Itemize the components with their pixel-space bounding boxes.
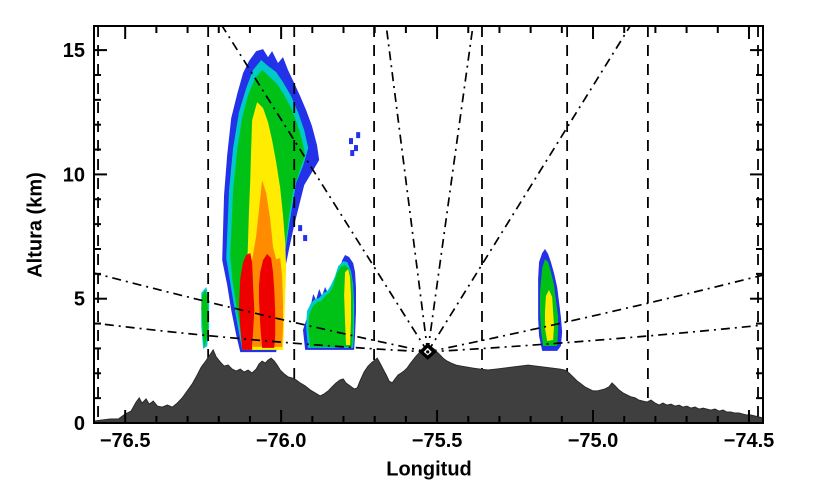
beam-line: [427, 324, 764, 353]
echo-layer-secondary-cell-green: [308, 265, 354, 347]
echo-layer-eastern-cell-yellow: [544, 290, 555, 341]
echo-speck: [349, 138, 353, 145]
beam-line: [94, 322, 428, 353]
x-tick-label: −75.5: [412, 430, 463, 452]
radar-marker-dot: [426, 350, 430, 354]
echo-speck: [350, 150, 355, 157]
y-tick-label: 5: [74, 289, 85, 311]
x-tick-label: −74.5: [724, 430, 775, 452]
y-tick-label: 0: [74, 413, 85, 435]
beam-line: [221, 25, 429, 353]
x-tick-label: −76.5: [100, 430, 151, 452]
beam-line: [426, 25, 631, 353]
y-tick-label: 15: [63, 40, 85, 62]
echo-speck: [353, 145, 358, 152]
x-tick-label: −76.0: [256, 430, 307, 452]
terrain-area: [93, 346, 764, 424]
y-tick-label: 10: [63, 164, 85, 186]
echo-layer-main-storm-cell-red: [258, 253, 276, 348]
beam-line: [385, 25, 429, 353]
x-tick-label: −75.0: [568, 430, 619, 452]
beam-line: [94, 272, 428, 353]
echo-layer-main-storm-cell-red: [239, 252, 255, 350]
echo-layer-secondary-cell-yellow: [344, 269, 351, 345]
x-axis-title: Longitud: [386, 458, 472, 481]
y-axis-title: Altura (km): [24, 172, 47, 278]
echo-speck: [298, 225, 303, 232]
beam-line: [426, 25, 474, 353]
echo-speck: [356, 132, 361, 139]
echo-speck: [303, 235, 308, 242]
beam-line: [427, 274, 764, 353]
echo-layer-thin-western-cell-green: [201, 290, 209, 347]
